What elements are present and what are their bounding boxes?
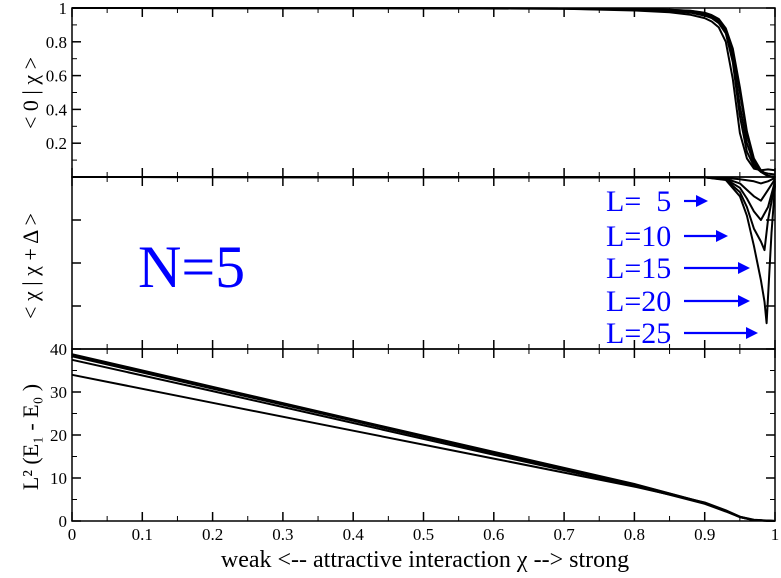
label-arrow-head: [696, 195, 708, 207]
series-line-0-0: [71, 7, 776, 178]
xtick-label: 0.3: [272, 525, 293, 544]
ytick-label: 0: [59, 512, 68, 531]
series-line-0-1: [71, 7, 776, 178]
xtick-label: 1: [771, 525, 780, 544]
xtick-label: 0.1: [132, 525, 153, 544]
series-label: L=15: [606, 252, 671, 285]
xtick-label: 0.6: [483, 525, 504, 544]
series-labels: L= 5L=10L=15L=20L=25: [606, 185, 758, 350]
series-label: L=20: [606, 285, 671, 318]
series-line-2-1: [71, 358, 776, 522]
middle-ylabel: < χ | χ + Δ >: [18, 213, 43, 319]
series-line-0-2: [71, 7, 776, 178]
series-label: L=10: [606, 220, 671, 253]
xtick-label: 0.4: [343, 525, 365, 544]
ytick-label: 0.8: [46, 33, 67, 52]
xtick-label: 0: [68, 525, 77, 544]
label-arrow-head: [746, 327, 758, 339]
ytick-label: 0.6: [46, 67, 67, 86]
series-line-0-3: [71, 7, 776, 176]
label-arrow-head: [738, 295, 750, 307]
series-label: L= 5: [606, 185, 671, 218]
series-line-1-4: [71, 176, 776, 325]
ytick-label: 10: [50, 469, 67, 488]
xtick-label: 0.7: [553, 525, 575, 544]
bottom-ylabel: L² (E₁ - E₀ ): [18, 384, 43, 490]
ytick-label: 1: [59, 0, 68, 18]
ytick-label: 30: [50, 383, 67, 402]
label-arrow-head: [716, 230, 728, 242]
series-label: L=25: [606, 317, 671, 350]
ytick-label: 40: [50, 340, 67, 359]
ytick-label: 0.4: [46, 100, 68, 119]
xtick-label: 0.9: [694, 525, 715, 544]
series-line-0-4: [71, 7, 776, 172]
curves: [71, 7, 776, 522]
xtick-label: 0.2: [202, 525, 223, 544]
x-axis-label: weak <-- attractive interaction χ --> st…: [221, 547, 629, 573]
top-panel-frame: [71, 7, 776, 178]
ytick-label: 20: [50, 426, 67, 445]
xtick-label: 0.5: [413, 525, 434, 544]
xtick-label: 0.8: [624, 525, 645, 544]
label-arrow-head: [738, 262, 750, 274]
n-annotation: N=5: [138, 234, 245, 300]
tick-marks: [71, 7, 776, 522]
top-ylabel: < 0 | χ >: [18, 57, 43, 129]
series-line-2-4: [71, 353, 776, 522]
series-line-2-0: [71, 373, 776, 522]
ytick-label: 0.2: [46, 134, 67, 153]
